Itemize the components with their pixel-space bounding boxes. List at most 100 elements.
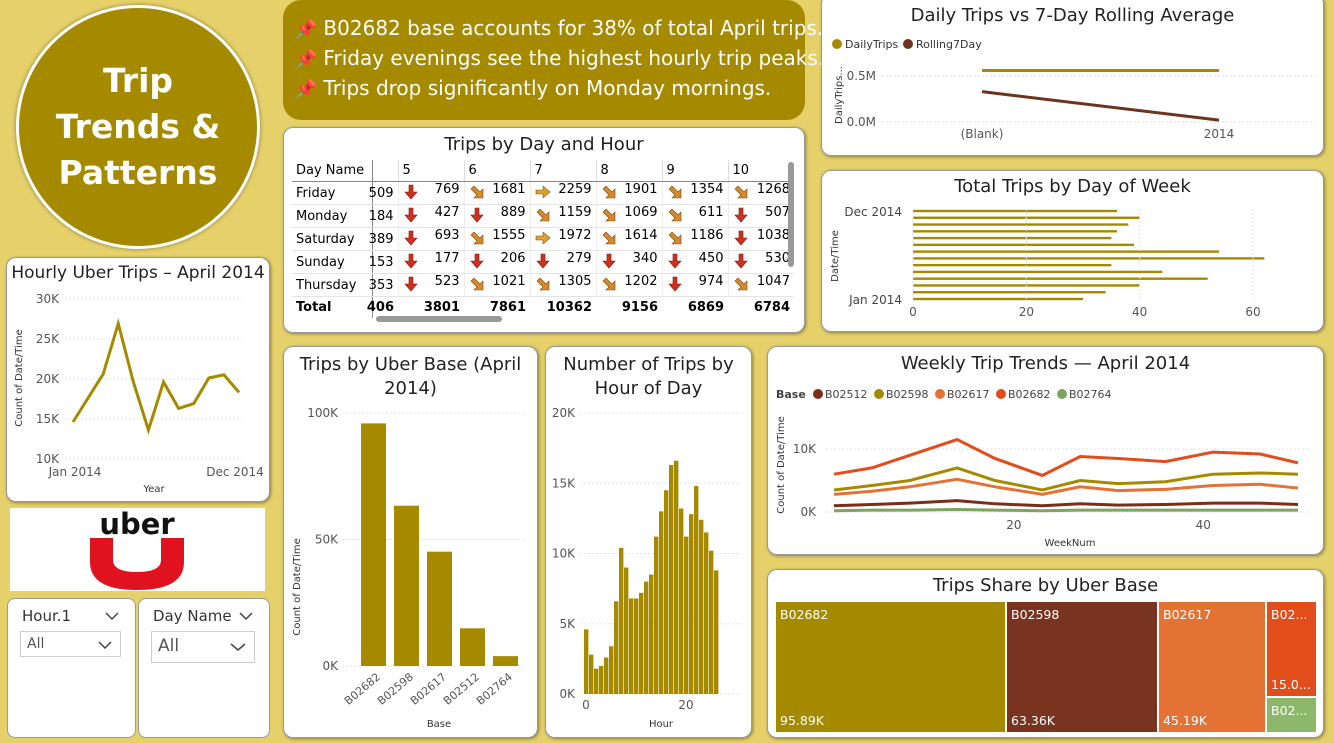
matrix-row: Monday 184 427 889 1159 1069 611 507 bbox=[292, 204, 794, 228]
treemap-tile[interactable]: B02... 15.0... bbox=[1267, 602, 1316, 696]
insight-text: B02682 base accounts for 38% of total Ap… bbox=[323, 16, 824, 40]
y-tick: 100K bbox=[307, 406, 339, 420]
row-label: Monday bbox=[292, 204, 373, 228]
matrix-cell: 177 bbox=[397, 250, 464, 274]
matrix-title: Trips by Day and Hour bbox=[444, 134, 644, 155]
bar bbox=[913, 236, 1112, 240]
matrix-cell: 340 bbox=[595, 250, 662, 274]
matrix-cell: 1681 bbox=[463, 181, 530, 205]
matrix-total-cell: 10362 bbox=[546, 300, 592, 315]
matrix-total-cell: 3801 bbox=[423, 300, 460, 315]
bar bbox=[654, 536, 659, 694]
treemap-card[interactable]: Trips Share by Uber Base B02682 95.89K B02… bbox=[767, 569, 1324, 738]
bar bbox=[361, 423, 386, 666]
weekly-card[interactable]: Weekly Trip Trends — April 2014 Base B02… bbox=[767, 346, 1324, 555]
x-tick: B02617 bbox=[408, 670, 449, 707]
column-header[interactable] bbox=[372, 160, 398, 182]
matrix-cell: 507 bbox=[727, 204, 794, 228]
trend-arrow-icon bbox=[403, 207, 419, 227]
filter-label: Hour.1 bbox=[22, 607, 72, 625]
y-tick: 0.0M bbox=[847, 115, 876, 129]
legend-label: DailyTrips bbox=[845, 38, 898, 51]
uber-logo: uber bbox=[90, 507, 184, 590]
x-tick: (Blank) bbox=[961, 127, 1004, 141]
y-tick: 15K bbox=[552, 476, 576, 490]
day-of-week-card[interactable]: Total Trips by Day of Week Date/Time Dec… bbox=[821, 170, 1324, 332]
treemap-tile[interactable]: B02617 45.19K bbox=[1159, 602, 1265, 732]
tile-value: 45.19K bbox=[1163, 713, 1207, 728]
y-tick: 25K bbox=[36, 332, 60, 346]
matrix-total-cell: 6869 bbox=[687, 300, 724, 315]
matrix-cell: 1268 bbox=[727, 181, 794, 205]
matrix-cell: 1614 bbox=[595, 227, 662, 251]
bar bbox=[639, 592, 644, 694]
treemap-tile[interactable]: B02682 95.89K bbox=[776, 602, 1005, 732]
daily-trips-card[interactable]: Daily Trips vs 7-Day Rolling Average Dai… bbox=[821, 0, 1324, 156]
matrix-row: Thursday 353 523 1021 1305 1202 974 1047 bbox=[292, 273, 794, 297]
legend-dot bbox=[813, 389, 823, 399]
vertical-scrollbar[interactable] bbox=[788, 162, 794, 267]
matrix-total-cell: 9156 bbox=[621, 300, 658, 315]
matrix-cell: 1038 bbox=[727, 227, 794, 251]
x-tick: 40 bbox=[1132, 305, 1147, 319]
bar bbox=[460, 628, 485, 666]
column-header[interactable]: 8 bbox=[595, 160, 662, 182]
matrix-card[interactable]: Trips by Day and Hour Day Name 5 6 7 8 9 10 Fri… bbox=[283, 127, 805, 333]
hour-bar-card[interactable]: Number of Trips by Hour of Day Hour 20K 1… bbox=[545, 346, 752, 738]
matrix-table: Day Name 5 6 7 8 9 10 Friday 509 769 1681 2259 1901 1… bbox=[292, 160, 794, 318]
hourly-trips-title: Hourly Uber Trips – April 2014 bbox=[11, 263, 265, 283]
column-header[interactable]: 6 bbox=[463, 160, 530, 182]
insight-row: 📌 Trips drop significantly on Monday morn… bbox=[295, 74, 793, 104]
chevron-down-icon bbox=[98, 641, 112, 650]
pin-icon: 📌 bbox=[295, 19, 318, 40]
matrix-table-wrap[interactable]: Day Name 5 6 7 8 9 10 Friday 509 769 1681 2259 1901 1… bbox=[292, 160, 794, 324]
column-header[interactable]: 9 bbox=[661, 160, 728, 182]
trend-arrow-icon bbox=[535, 253, 551, 273]
matrix-cell: 450 bbox=[661, 250, 728, 274]
row-header: Day Name bbox=[292, 160, 373, 182]
column-header[interactable]: 7 bbox=[529, 160, 596, 182]
day-name-filter[interactable]: Day Name All bbox=[138, 598, 270, 738]
column-header[interactable]: 10 bbox=[727, 160, 794, 182]
series-line bbox=[833, 466, 1299, 492]
title-line: Trends & bbox=[55, 107, 221, 146]
base-bar-card[interactable]: Trips by Uber Base (April 2014) Count of… bbox=[283, 346, 538, 738]
column-header[interactable]: 5 bbox=[397, 160, 464, 182]
bar bbox=[619, 547, 624, 694]
bar bbox=[604, 657, 609, 694]
treemap-tile[interactable]: B02598 63.36K bbox=[1007, 602, 1157, 732]
bar bbox=[913, 291, 1106, 294]
trend-arrow-icon bbox=[469, 230, 485, 250]
bar bbox=[674, 460, 679, 694]
title-line: Number of Trips by bbox=[563, 354, 734, 375]
trend-arrow-icon bbox=[403, 184, 419, 204]
hour-select[interactable]: All bbox=[20, 631, 121, 657]
chevron-down-icon[interactable] bbox=[105, 611, 119, 621]
page-title: Trip Trends & Patterns bbox=[16, 5, 260, 249]
x-tick: Jan 2014 bbox=[48, 465, 102, 479]
matrix-cell: 1047 bbox=[727, 273, 794, 297]
hour-filter[interactable]: Hour.1 All bbox=[7, 598, 136, 738]
insight-text: Trips drop significantly on Monday morni… bbox=[323, 76, 772, 100]
x-tick: 20 bbox=[1019, 305, 1034, 319]
matrix-cell: 153 bbox=[369, 250, 398, 274]
y-tick: 20K bbox=[36, 372, 60, 386]
hourly-trips-card[interactable]: Hourly Uber Trips – April 2014 Count of … bbox=[6, 257, 270, 502]
title-line: Trip bbox=[102, 61, 174, 100]
x-axis-label: Base bbox=[427, 719, 451, 730]
daily-trips-title: Daily Trips vs 7-Day Rolling Average bbox=[910, 5, 1235, 26]
matrix-total-cell: 6784 bbox=[753, 300, 790, 315]
bar bbox=[599, 665, 604, 694]
chevron-down-icon[interactable] bbox=[239, 611, 253, 621]
legend-label: Rolling7Day bbox=[916, 38, 982, 51]
treemap-tile[interactable]: B02... bbox=[1267, 698, 1316, 732]
day-name-select[interactable]: All bbox=[151, 631, 255, 663]
trend-arrow-icon bbox=[469, 207, 485, 227]
bar bbox=[913, 243, 1134, 247]
y-tick: 10K bbox=[552, 547, 576, 561]
horizontal-scrollbar[interactable] bbox=[376, 316, 502, 322]
x-tick: 0 bbox=[582, 698, 590, 712]
select-value: All bbox=[27, 636, 45, 652]
x-tick: 20 bbox=[678, 698, 693, 712]
title-line: Patterns bbox=[58, 153, 218, 192]
